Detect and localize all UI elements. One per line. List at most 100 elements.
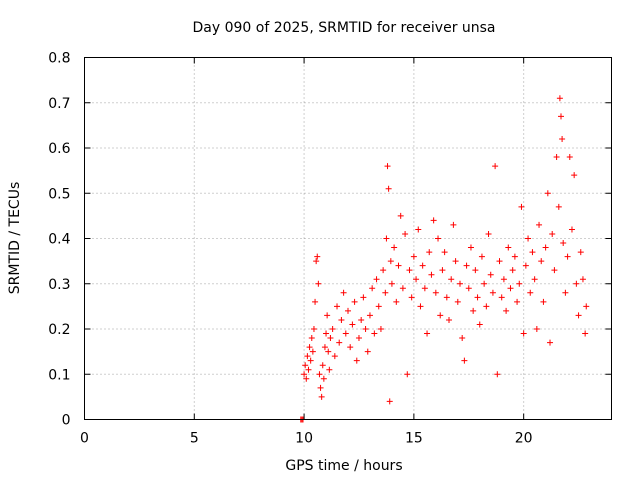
data-point: [485, 230, 492, 237]
data-point: [516, 280, 523, 287]
data-point: [549, 230, 556, 237]
data-point: [531, 276, 538, 283]
y-tick-label: 0.4: [48, 232, 70, 248]
data-point: [437, 312, 444, 319]
data-point: [560, 240, 567, 247]
data-point: [424, 330, 431, 337]
data-point: [305, 366, 312, 373]
data-point: [360, 294, 367, 301]
data-point: [498, 294, 505, 301]
data-point: [331, 353, 338, 360]
data-point: [448, 276, 455, 283]
data-point: [417, 303, 424, 310]
x-tick-label: 15: [405, 431, 423, 447]
data-point: [303, 375, 310, 382]
data-point: [385, 185, 392, 192]
data-point: [500, 276, 507, 283]
data-point: [380, 267, 387, 274]
data-point: [540, 298, 547, 305]
data-point: [432, 289, 439, 296]
data-point: [470, 307, 477, 314]
data-point: [573, 280, 580, 287]
y-tick-label: 0: [62, 413, 71, 429]
data-point: [406, 267, 413, 274]
data-point: [509, 267, 516, 274]
data-point: [428, 271, 435, 278]
data-point: [511, 253, 518, 260]
data-point: [377, 326, 384, 332]
data-point: [463, 262, 470, 269]
data-point: [430, 217, 437, 224]
data-point: [443, 294, 450, 301]
data-point: [467, 244, 474, 251]
y-tick-label: 0.2: [48, 322, 70, 338]
data-point: [456, 280, 463, 287]
data-point: [340, 289, 347, 296]
data-point: [556, 95, 563, 102]
y-axis-label: SRMTID / TECUs: [7, 182, 23, 295]
data-point: [441, 249, 448, 256]
data-point: [472, 267, 479, 274]
y-tick-label: 0.1: [48, 367, 70, 383]
data-point: [384, 163, 391, 170]
data-point: [321, 344, 328, 351]
data-point: [459, 335, 466, 342]
data-point: [529, 249, 536, 256]
data-point: [415, 226, 422, 233]
data-point: [419, 262, 426, 269]
data-point: [314, 253, 321, 260]
data-point: [503, 307, 510, 314]
data-point: [583, 303, 590, 310]
y-tick-label: 0.6: [48, 141, 70, 157]
data-point: [355, 335, 362, 342]
data-point: [329, 326, 336, 332]
data-point: [454, 298, 461, 305]
data-point: [323, 330, 330, 337]
data-point: [435, 235, 442, 242]
data-point: [369, 285, 376, 292]
data-point: [577, 249, 584, 256]
data-point: [494, 371, 501, 378]
data-point: [386, 398, 393, 405]
data-point: [347, 344, 354, 351]
data-point: [487, 271, 494, 278]
data-point: [373, 276, 380, 283]
data-point: [446, 316, 453, 323]
y-tick-label: 0.8: [48, 51, 70, 67]
data-point: [315, 280, 322, 287]
data-point: [413, 276, 420, 283]
data-point: [338, 316, 345, 323]
data-point: [579, 276, 586, 283]
y-tick-label: 0.7: [48, 96, 70, 112]
data-point: [559, 135, 566, 142]
data-point: [301, 371, 308, 378]
data-point: [566, 154, 573, 161]
data-point: [302, 362, 309, 369]
data-point: [564, 253, 571, 260]
data-point: [507, 285, 514, 292]
data-point: [382, 289, 389, 296]
data-point: [514, 298, 521, 305]
data-point: [489, 289, 496, 296]
data-point: [391, 244, 398, 251]
data-point: [383, 235, 390, 242]
data-point: [353, 357, 360, 364]
data-point: [387, 258, 394, 265]
data-point: [571, 172, 578, 179]
data-point: [439, 267, 446, 274]
data-point: [525, 235, 532, 242]
data-point: [351, 298, 358, 305]
data-point: [520, 330, 527, 337]
data-point: [364, 348, 371, 355]
data-point: [324, 312, 331, 319]
data-point: [317, 384, 324, 391]
data-point: [375, 303, 382, 310]
grid-lines: [84, 57, 612, 420]
data-point: [342, 330, 349, 337]
data-point: [518, 203, 525, 210]
data-point: [336, 339, 343, 346]
data-point: [319, 362, 326, 369]
data-point: [371, 330, 378, 337]
data-point: [536, 221, 543, 228]
